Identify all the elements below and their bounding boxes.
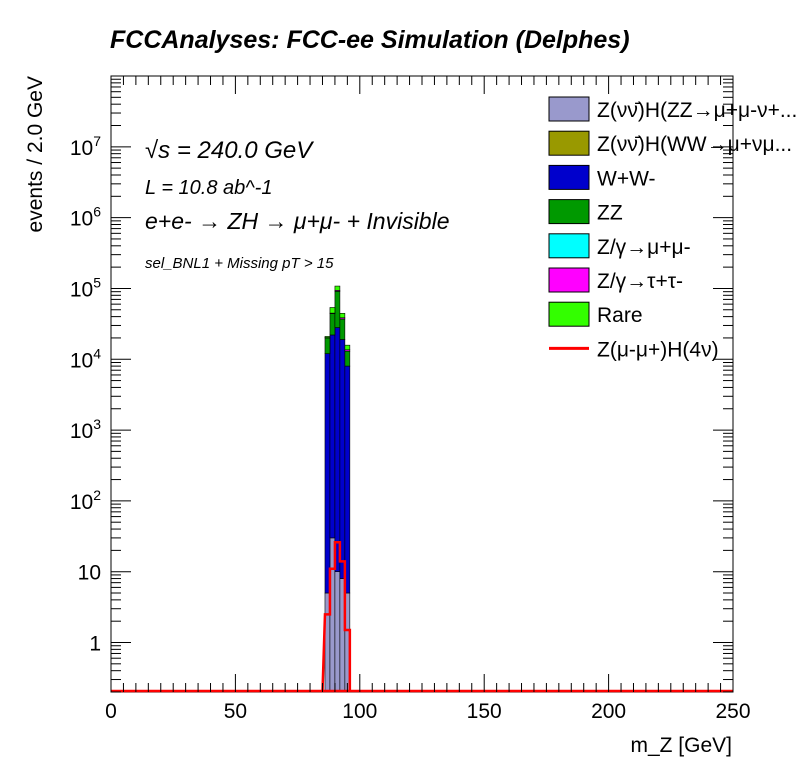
legend-label: Z/γ→τ+τ- — [597, 270, 683, 293]
bar-2-0 — [324, 353, 331, 594]
legend-label: Z/γ→μ+μ- — [597, 236, 691, 259]
legend-swatch — [548, 130, 590, 156]
y-tick-exponent: 5 — [93, 274, 101, 290]
bar-3-2 — [334, 291, 341, 328]
signal-step — [321, 541, 352, 693]
x-tick-label: 250 — [715, 700, 750, 723]
chart-title: FCCAnalyses: FCC-ee Simulation (Delphes) — [110, 26, 630, 54]
legend-swatch — [548, 96, 590, 122]
y-tick-label: 106 — [70, 204, 101, 231]
y-tick-label: 1 — [89, 633, 101, 656]
bar-0-2 — [334, 571, 341, 693]
bar-2-2 — [334, 327, 341, 572]
legend-label: Z(νν̄)H(WW→μ+νμ... — [597, 133, 792, 156]
legend-label: Z(μ-μ+)H(4ν) — [597, 338, 719, 361]
bar-6-3 — [339, 313, 346, 319]
x-tick-label: 200 — [591, 700, 626, 723]
stacked-bars — [324, 285, 351, 693]
bar-6-2 — [334, 285, 341, 291]
x-axis-label: m_Z [GeV] — [630, 734, 732, 757]
bar-3-3 — [339, 318, 346, 340]
y-tick-exponent: 6 — [93, 204, 101, 220]
legend-label: ZZ — [597, 202, 623, 225]
y-tick-label: 105 — [70, 274, 101, 301]
y-tick-label: 107 — [70, 133, 101, 160]
legend-swatch — [548, 301, 590, 327]
legend-swatch — [548, 233, 590, 259]
legend-swatch — [548, 199, 590, 225]
legend-swatch — [548, 164, 590, 190]
bar-2-4 — [344, 365, 351, 594]
legend-label: Z(νν̄)H(ZZ→μ+μ-ν+... — [597, 99, 796, 122]
signal-line — [111, 541, 733, 693]
bar-6-0 — [324, 336, 331, 338]
sqrt-s-label: √s = 240.0 GeV — [145, 137, 314, 164]
bar-6-1 — [329, 307, 336, 314]
y-tick-label: 102 — [70, 487, 101, 514]
axis-ticks — [110, 76, 734, 693]
y-tick-label: 103 — [70, 416, 101, 443]
legend-label: W+W- — [597, 167, 656, 190]
y-tick-exponent: 2 — [93, 487, 101, 503]
x-tick-label: 50 — [224, 700, 247, 723]
y-axis-label: events / 2.0 GeV — [24, 76, 47, 232]
y-tick-exponent: 7 — [93, 133, 101, 149]
x-tick-label: 0 — [105, 700, 117, 723]
y-tick-label: 104 — [70, 345, 101, 372]
bar-2-1 — [329, 334, 336, 539]
x-tick-label: 100 — [342, 700, 377, 723]
legend: Z(νν̄)H(ZZ→μ+μ-ν+... Z(νν̄)H(WW→μ+νμ... W+… — [548, 96, 796, 361]
bar-3-0 — [324, 337, 331, 354]
lumi-label: L = 10.8 ab^-1 — [145, 177, 272, 199]
bar-3-4 — [344, 350, 351, 367]
bar-6-4 — [344, 344, 351, 351]
legend-label: Rare — [597, 304, 643, 327]
y-tick-exponent: 3 — [93, 416, 101, 432]
y-tick-exponent: 4 — [93, 345, 101, 361]
y-tick-label: 10 — [78, 562, 101, 585]
process-label: e+e- → ZH → μ+μ- + Invisible — [145, 208, 450, 234]
x-tick-label: 150 — [467, 700, 502, 723]
bar-3-1 — [329, 313, 336, 336]
legend-swatch — [548, 267, 590, 293]
selection-label: sel_BNL1 + Missing pT > 15 — [145, 255, 334, 272]
